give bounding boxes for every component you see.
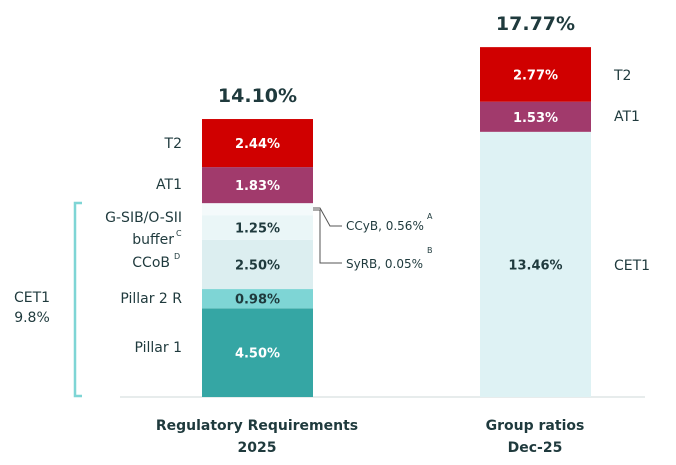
category-label-group-line1: Group ratios [486,418,585,434]
bar-segment-0-syrb [202,203,313,205]
ccyb-leader-line [313,207,342,227]
left-label-pillar1: Pillar 1 [135,340,183,356]
left-label-t2: T2 [164,136,182,152]
bar-segment-label-0-g-sib-o-sii-buffer: 1.25% [235,221,280,236]
bar-segment-label-0-pillar-1: 4.50% [235,347,280,362]
left-label-pillar2r: Pillar 2 R [120,291,182,307]
left-label-buffer: buffer [132,232,174,248]
bar-segment-label-0-t2: 2.44% [235,137,280,152]
bar-segment-1-t2 [480,47,591,102]
bar-segment-0-t2 [202,119,313,168]
left-label-buffer-superscript: C [176,229,182,238]
syrb-leader-line [313,209,342,264]
segment-labels-group: 4.50% 0.98% 2.50% 1.25% 1.83% 2.44% 13.46% 1.53… [235,68,563,361]
bar-segment-label-1-cet1: 13.46% [508,258,562,273]
bar-segment-1-at1 [480,101,591,132]
left-label-at1: AT1 [156,177,182,193]
left-label-ccob: CCoB [132,255,170,271]
bar-segment-label-1-t2: 2.77% [513,68,558,83]
right-label-cet1: CET1 [614,258,650,274]
annotation-syrb-superscript: B [427,246,433,255]
bar-segment-1-cet1 [480,131,591,397]
bar-segment-label-0-pillar-2-r: 0.98% [235,293,280,308]
bar-segment-0-at1 [202,167,313,204]
category-label-group-line2: Dec-25 [508,440,563,456]
bar-segment-0-g-sib-o-sii-buffer [202,215,313,240]
bar-segment-label-1-at1: 1.53% [513,111,558,126]
category-label-regulatory-line1: Regulatory Requirements [156,418,358,434]
left-label-ccob-superscript: D [174,252,180,261]
bar-segment-0-pillar-2-r [202,289,313,309]
bar-segment-label-0-at1: 1.83% [235,179,280,194]
bar-segment-0-ccyb [202,204,313,216]
bar-segment-label-0-ccob: 2.50% [235,258,280,273]
annotation-ccyb-superscript: A [427,212,433,221]
cet1-bracket-label: CET1 [14,290,50,306]
bars-group [202,47,591,397]
total-label-group: 17.77% [496,13,575,35]
cet1-bracket [73,201,82,398]
right-label-t2: T2 [613,68,631,84]
category-label-regulatory-line2: 2025 [238,440,277,456]
right-label-at1: AT1 [614,109,640,125]
annotation-ccyb: CCyB, 0.56% [346,219,424,233]
left-label-gsib: G-SIB/O-SII [105,210,182,226]
annotation-syrb: SyRB, 0.05% [346,257,423,271]
bar-segment-0-ccob [202,239,313,290]
total-label-regulatory: 14.10% [218,85,297,107]
cet1-bracket-value: 9.8% [14,310,50,326]
bar-segment-0-pillar-1 [202,308,313,397]
